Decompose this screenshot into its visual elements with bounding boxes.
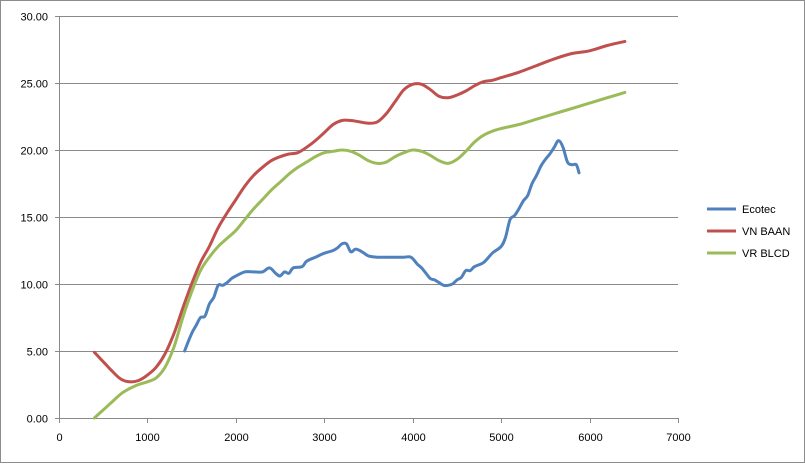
axes <box>55 16 679 423</box>
y-tick-label: 15.00 <box>20 213 48 225</box>
y-tick-labels: 0.00 5.00 10.00 15.00 20.00 25.00 30.00 <box>20 12 48 426</box>
x-tick-label: 2000 <box>224 432 248 444</box>
series-line-vn-baan <box>92 40 627 384</box>
x-tick-label: 1000 <box>135 432 159 444</box>
series-line-vr-blcd <box>92 90 627 420</box>
y-tick-label: 30.00 <box>20 12 48 24</box>
y-tick-label: 25.00 <box>20 79 48 91</box>
x-tick-label: 0 <box>56 432 62 444</box>
x-tick-label: 7000 <box>666 432 690 444</box>
legend-label-vn-baan: VN BAAN <box>742 226 790 238</box>
x-tick-labels: 0 1000 2000 3000 4000 5000 6000 7000 <box>56 432 690 444</box>
x-tick-label: 4000 <box>401 432 425 444</box>
gridlines <box>59 16 678 352</box>
legend-label-vr-blcd: VR BLCD <box>742 248 790 260</box>
legend: Ecotec VN BAAN VR BLCD <box>707 204 790 260</box>
x-tick-label: 3000 <box>312 432 336 444</box>
y-tick-label: 0.00 <box>27 414 48 426</box>
y-tick-label: 20.00 <box>20 146 48 158</box>
y-tick-label: 5.00 <box>27 347 48 359</box>
y-tick-label: 10.00 <box>20 280 48 292</box>
legend-label-ecotec: Ecotec <box>742 204 776 216</box>
series-line-ecotec <box>183 139 581 353</box>
x-tick-label: 6000 <box>578 432 602 444</box>
series-lines <box>92 40 627 420</box>
x-tick-label: 5000 <box>489 432 513 444</box>
